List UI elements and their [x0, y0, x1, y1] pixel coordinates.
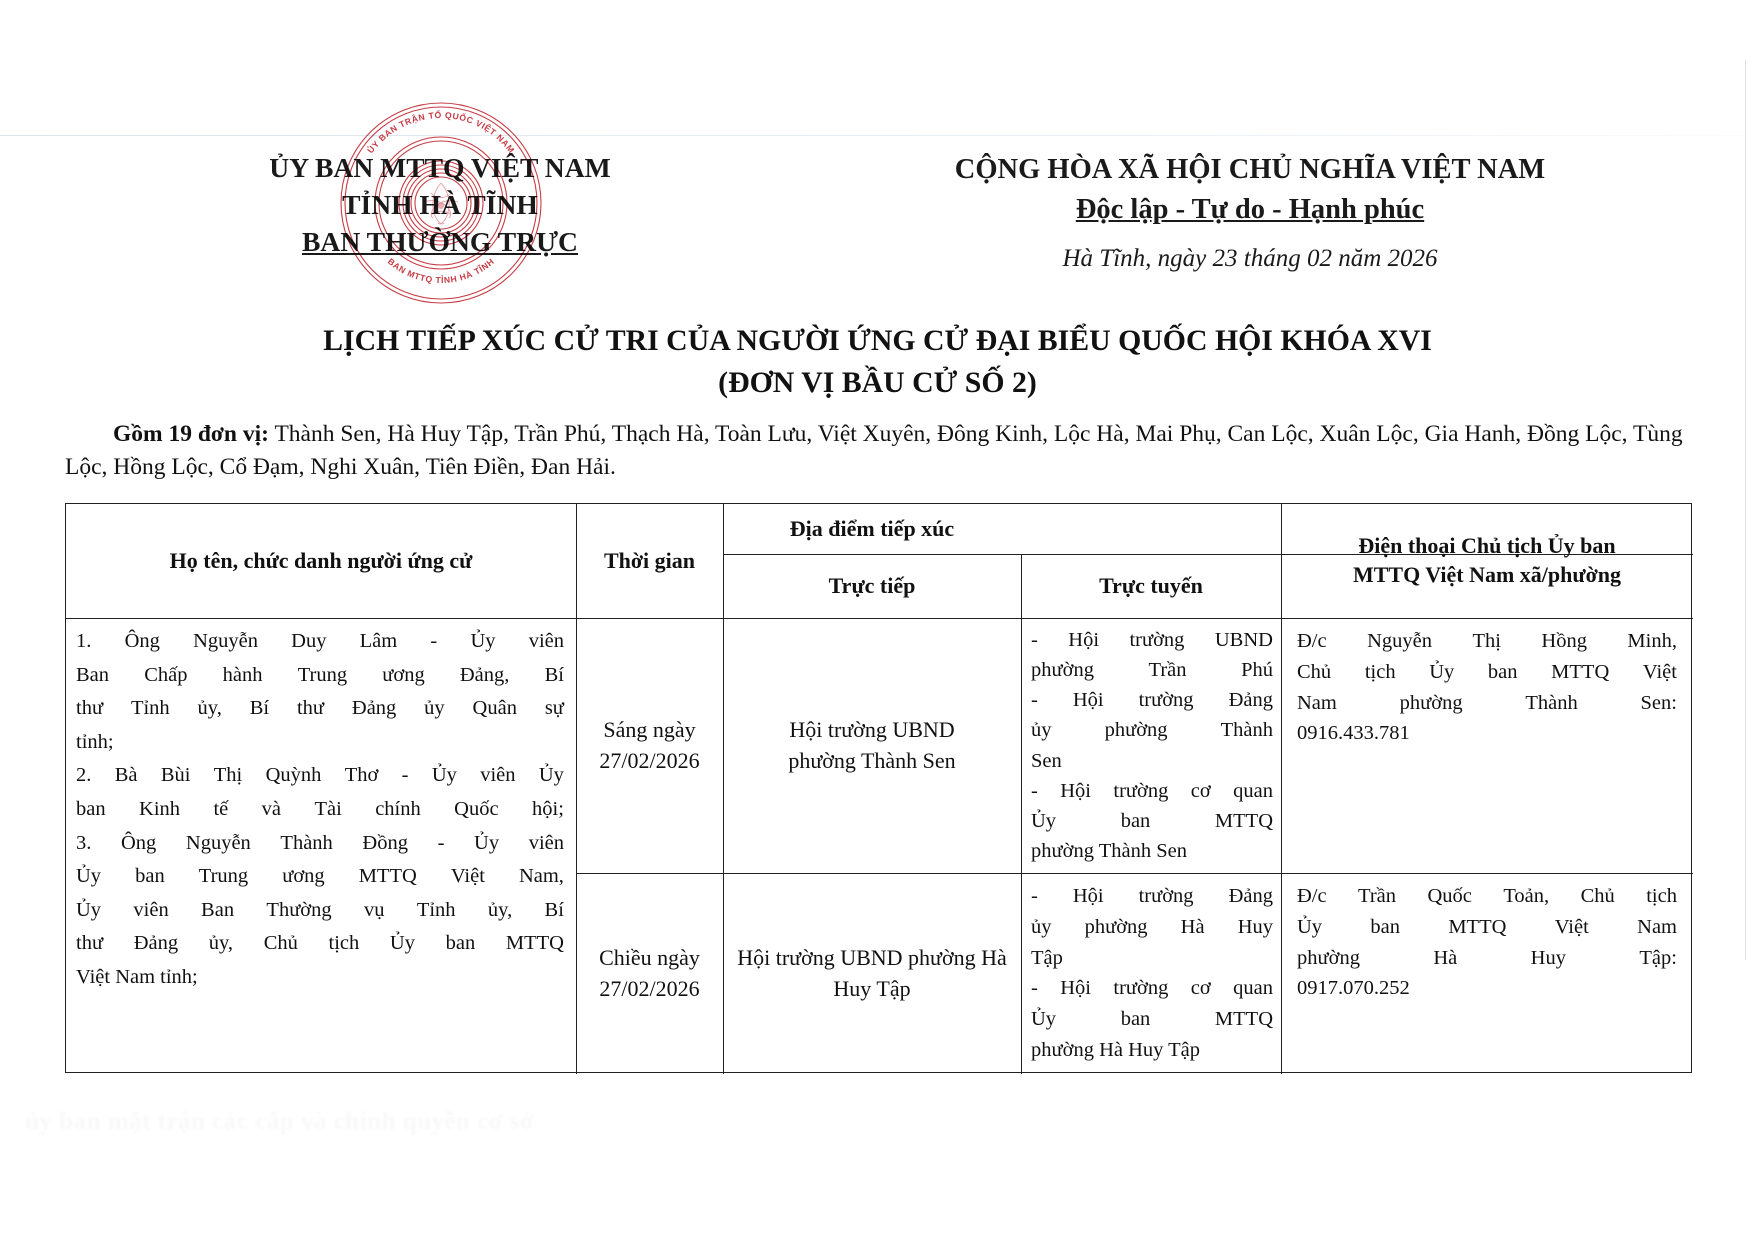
- svg-text:BAN MTTQ TỈNH HÀ TĨNH: BAN MTTQ TỈNH HÀ TĨNH: [386, 256, 496, 285]
- svg-text:ỦY BAN TRẬN TỔ QUỐC VIỆT NAM: ỦY BAN TRẬN TỔ QUỐC VIỆT NAM: [364, 109, 516, 155]
